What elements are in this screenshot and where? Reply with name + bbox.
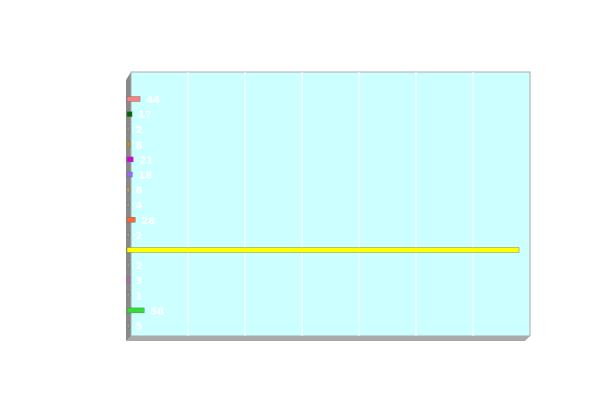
bar bbox=[126, 201, 130, 208]
bar bbox=[126, 141, 130, 148]
bar-value-label: 8 bbox=[136, 186, 143, 197]
bar-value-label: 44 bbox=[146, 95, 160, 106]
bar-value-label: 2 bbox=[136, 125, 143, 136]
bar bbox=[126, 96, 141, 102]
plot-area bbox=[130, 71, 531, 337]
bar bbox=[126, 322, 130, 329]
bar-value-label: 28 bbox=[141, 216, 155, 227]
bar bbox=[126, 126, 130, 132]
bar bbox=[126, 307, 145, 314]
bar-value-label: 3 bbox=[136, 276, 143, 287]
bar bbox=[126, 247, 520, 253]
bar-value-label: 2 bbox=[136, 231, 143, 242]
plot-floor bbox=[126, 336, 530, 341]
bar-value-label: 58 bbox=[150, 306, 164, 317]
bar bbox=[126, 232, 130, 238]
bar-value-label: 2 bbox=[136, 261, 143, 272]
gridlines bbox=[187, 72, 474, 336]
bar bbox=[126, 262, 130, 268]
bar bbox=[126, 217, 136, 223]
bar bbox=[126, 292, 130, 298]
bar-value-label: 21 bbox=[139, 155, 153, 166]
bar-value-label: 8 bbox=[136, 140, 143, 151]
bar-value-label: 1 bbox=[136, 291, 143, 302]
bar-value-label: 5 bbox=[136, 322, 143, 333]
bar bbox=[126, 277, 130, 283]
bar bbox=[126, 186, 130, 193]
bar-value-label: 4 bbox=[136, 201, 143, 212]
bar-value-label: 18 bbox=[138, 171, 152, 182]
bar bbox=[126, 111, 133, 117]
bar bbox=[126, 156, 134, 163]
bar-value-label: 17 bbox=[138, 110, 152, 121]
bar bbox=[126, 171, 133, 178]
